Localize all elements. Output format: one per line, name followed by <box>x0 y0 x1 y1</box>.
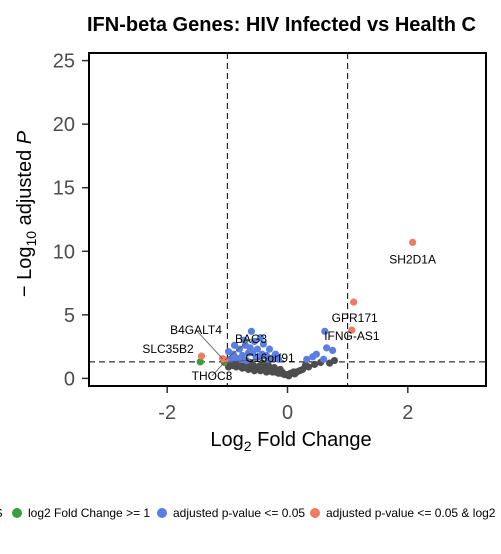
point-ns <box>258 359 266 367</box>
gene-label: SLC35B2 <box>142 342 194 356</box>
point-p <box>274 355 283 363</box>
point-p <box>329 346 337 355</box>
gene-label: C16orf91 <box>245 351 295 365</box>
point-p <box>303 355 311 363</box>
chart-title: IFN-beta Genes: HIV Infected vs Health C <box>87 14 476 36</box>
point-ns <box>310 360 319 368</box>
legend-swatch-fc <box>12 508 22 518</box>
gene-label: SH2D1A <box>389 252 436 266</box>
point-p <box>319 355 328 363</box>
gene-label: B4GALT4 <box>170 323 222 337</box>
y-tick-label: 10 <box>53 241 75 263</box>
legend-label-fc: log2 Fold Change >= 1 <box>28 506 150 520</box>
legend: NS log2 Fold Change >= 1 adjusted p-value … <box>0 506 496 520</box>
y-tick-label: 5 <box>64 305 75 327</box>
point-ns <box>270 363 278 372</box>
point-both <box>348 326 356 334</box>
point-both <box>197 352 206 360</box>
legend-label-ns: NS <box>0 506 3 520</box>
legend-label-both: adjusted p-value <= 0.05 & log2 <box>326 506 496 520</box>
point-p <box>224 348 233 356</box>
point-both <box>350 298 358 306</box>
data-points <box>196 238 417 380</box>
point-ns <box>236 362 245 370</box>
y-tick-label: 15 <box>53 178 75 200</box>
y-axis-label: − Log10 adjusted P <box>14 130 39 297</box>
y-tick-label: 20 <box>53 114 75 136</box>
point-ns <box>330 356 339 365</box>
y-tick-label: 25 <box>53 51 75 73</box>
point-p <box>247 327 256 335</box>
point-fc <box>196 358 204 366</box>
point-p <box>236 355 245 363</box>
point-p <box>259 340 268 348</box>
point-ns <box>276 365 284 374</box>
x-tick-label: -2 <box>158 402 176 424</box>
point-p <box>265 345 274 353</box>
x-axis: -2 0 2 <box>158 387 413 424</box>
point-p <box>309 353 317 361</box>
point-p <box>230 341 239 349</box>
point-ns <box>242 363 251 372</box>
x-tick-label: 2 <box>402 402 413 424</box>
gene-label: GPR171 <box>332 311 378 325</box>
annotation-connector <box>224 357 271 363</box>
annotation-connector <box>195 329 223 359</box>
annotation-connector <box>211 362 225 377</box>
legend-swatch-both <box>310 508 320 518</box>
point-both <box>409 238 417 246</box>
point-p <box>321 327 329 335</box>
point-ns <box>264 361 272 369</box>
y-axis: 0 5 10 15 20 25 <box>53 51 88 390</box>
x-axis-label: Log2 Fold Change <box>210 429 371 454</box>
point-p <box>249 349 257 357</box>
legend-label-p: adjusted p-value <= 0.05 <box>173 506 305 520</box>
annotation-connector <box>224 338 252 361</box>
point-p <box>240 336 248 344</box>
legend-swatch-p <box>157 508 167 518</box>
point-p <box>264 355 272 363</box>
point-ns <box>285 372 293 380</box>
point-ns <box>291 370 299 378</box>
point-p <box>256 334 265 342</box>
gene-label: BAG3 <box>235 332 267 346</box>
gene-label: THOC3 <box>192 369 233 383</box>
gene-label: IFNG-AS1 <box>324 329 380 343</box>
point-p <box>322 344 331 352</box>
y-tick-label: 0 <box>64 368 75 390</box>
plot-frame <box>88 52 487 387</box>
point-p <box>250 337 259 346</box>
point-ns <box>301 361 310 369</box>
point-p <box>253 345 262 353</box>
x-tick-label: 0 <box>282 402 293 424</box>
